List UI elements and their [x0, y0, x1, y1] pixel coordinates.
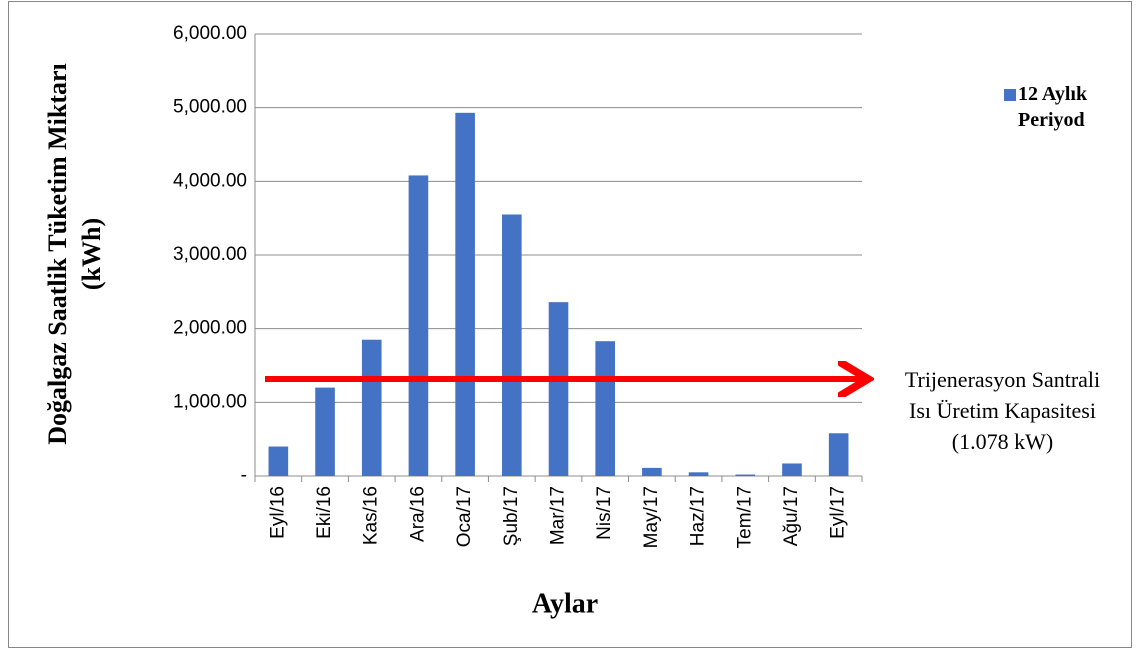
legend-swatch	[1004, 89, 1016, 101]
bar	[548, 302, 569, 476]
y-axis-label: Doğalgaz Saatlik Tüketim Miktarı (kWh)	[43, 63, 106, 445]
bar	[735, 474, 756, 476]
y-tick-label: 5,000.00	[173, 97, 247, 118]
y-tick-label: 4,000.00	[173, 170, 247, 191]
bar	[361, 339, 382, 476]
x-tick-label: Şub/17	[501, 486, 522, 546]
bar	[455, 112, 475, 476]
annotation-line: (1.078 kW)	[951, 429, 1054, 454]
y-tick-label: 2,000.00	[173, 318, 247, 339]
x-tick-label: Eyl/17	[828, 486, 849, 539]
x-tick-label: Oca/17	[454, 486, 475, 547]
x-tick-label: Ağu/17	[781, 486, 802, 546]
annotation-line: Trijenerasyon Santrali	[904, 367, 1101, 392]
y-tick-label: 6,000.00	[173, 23, 247, 44]
x-tick-label: Eki/16	[314, 486, 335, 539]
bar	[642, 467, 662, 476]
chart-border	[8, 1, 1132, 648]
bar	[595, 341, 615, 476]
y-tick-label: 3,000.00	[173, 244, 247, 265]
x-tick-label: May/17	[641, 486, 662, 548]
bar	[408, 175, 429, 476]
annotation: Trijenerasyon Santrali Isı Üretim Kapasi…	[860, 364, 1143, 457]
x-tick-label: Haz/17	[688, 486, 709, 546]
x-tick-label: Kas/16	[361, 486, 382, 545]
x-tick-label: Eyl/16	[267, 486, 288, 539]
x-axis-label: Aylar	[532, 588, 598, 619]
x-tick-label: Ara/16	[407, 486, 428, 542]
bar	[688, 472, 709, 476]
bar	[828, 433, 849, 476]
bar	[782, 463, 802, 476]
x-tick-label: Tem/17	[734, 486, 755, 548]
x-tick-label: Nis/17	[594, 486, 615, 540]
x-tick-label: Mar/17	[548, 486, 569, 545]
bar	[268, 446, 289, 476]
bar	[502, 214, 522, 476]
y-tick-label: 1,000.00	[173, 391, 247, 412]
bar	[315, 387, 335, 476]
legend-label: 12 Aylık Periyod	[1018, 83, 1088, 131]
annotation-line: Isı Üretim Kapasitesi	[909, 398, 1096, 423]
y-tick-label: -	[241, 465, 247, 486]
